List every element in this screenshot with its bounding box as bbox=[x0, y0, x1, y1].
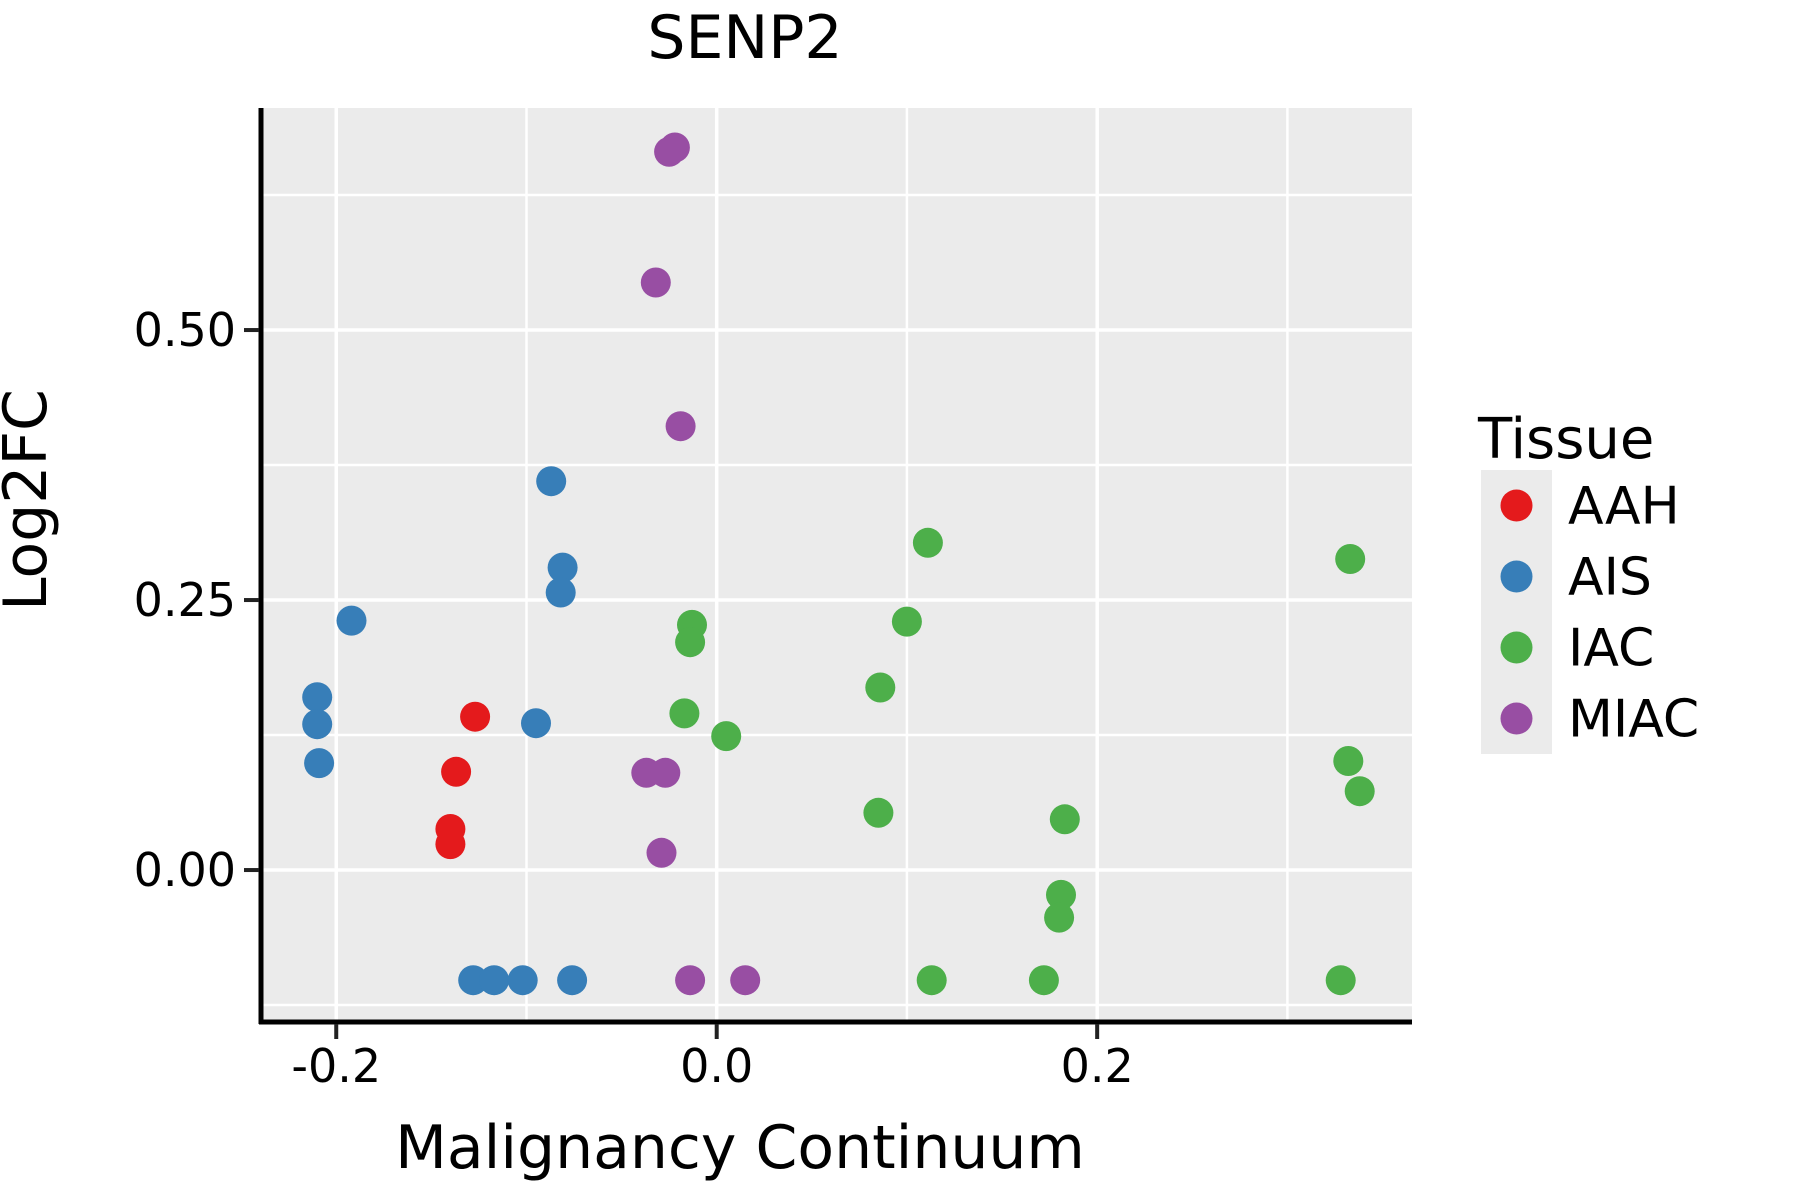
legend-dot-AAH bbox=[1500, 489, 1533, 522]
y-tick-label: 0.25 bbox=[134, 573, 236, 627]
data-point-AIS bbox=[336, 605, 367, 636]
data-point-IAC bbox=[711, 721, 742, 752]
data-point-AIS bbox=[547, 552, 578, 583]
data-point-AIS bbox=[302, 709, 333, 740]
data-point-AIS bbox=[479, 965, 510, 996]
data-point-AIS bbox=[536, 466, 567, 497]
data-point-IAC bbox=[1046, 879, 1076, 910]
y-tick-label: 0.50 bbox=[134, 303, 236, 357]
data-point-IAC bbox=[1325, 965, 1356, 996]
data-point-MIAC bbox=[646, 837, 677, 868]
data-point-MIAC bbox=[650, 757, 681, 788]
data-points bbox=[302, 132, 1375, 996]
legend-dot-IAC bbox=[1500, 631, 1533, 664]
legend-dot-MIAC bbox=[1500, 702, 1533, 735]
legend-label-AAH: AAH bbox=[1568, 477, 1680, 537]
chart-title: SENP2 bbox=[647, 3, 842, 73]
data-point-AAH bbox=[435, 829, 466, 860]
legend-label-AIS: AIS bbox=[1568, 548, 1652, 608]
x-tick-label: 0.2 bbox=[1061, 1039, 1134, 1093]
y-axis-title: Log2FC bbox=[0, 389, 61, 611]
data-point-IAC bbox=[675, 627, 706, 658]
data-point-MIAC bbox=[640, 267, 671, 298]
data-point-IAC bbox=[865, 672, 896, 703]
data-point-AIS bbox=[458, 965, 489, 996]
data-point-IAC bbox=[1044, 902, 1075, 933]
legend-dot-AIS bbox=[1500, 560, 1533, 593]
data-point-IAC bbox=[1049, 804, 1080, 835]
data-point-AIS bbox=[557, 965, 588, 996]
data-point-AIS bbox=[521, 708, 551, 739]
axes: -0.2 0.0 0.2 0.00 0.25 0.50 bbox=[134, 108, 1412, 1093]
gridlines bbox=[263, 108, 1412, 1022]
legend-label-MIAC: MIAC bbox=[1568, 690, 1699, 750]
data-point-IAC bbox=[1335, 544, 1366, 574]
panel-background bbox=[263, 108, 1412, 1022]
data-point-AAH bbox=[441, 756, 472, 787]
data-point-IAC bbox=[912, 527, 943, 558]
data-point-IAC bbox=[916, 965, 947, 996]
data-point-IAC bbox=[891, 606, 922, 637]
data-point-AIS bbox=[302, 682, 333, 713]
y-tick-label: 0.00 bbox=[134, 843, 236, 897]
data-point-IAC bbox=[1028, 965, 1059, 996]
x-tick-label: -0.2 bbox=[291, 1039, 381, 1093]
data-point-MIAC bbox=[675, 965, 706, 996]
legend: AAH AIS IAC MIAC bbox=[1481, 470, 1699, 754]
data-point-MIAC bbox=[659, 132, 690, 163]
data-point-MIAC bbox=[665, 411, 696, 442]
data-point-AIS bbox=[545, 577, 576, 608]
data-point-AIS bbox=[304, 748, 335, 779]
data-point-IAC bbox=[1333, 746, 1364, 776]
data-point-IAC bbox=[669, 698, 700, 729]
data-point-AIS bbox=[507, 965, 538, 996]
data-point-AAH bbox=[460, 701, 491, 732]
x-tick-label: 0.0 bbox=[680, 1039, 753, 1093]
x-axis-title: Malignancy Continuum bbox=[395, 1113, 1085, 1183]
data-point-IAC bbox=[863, 797, 894, 828]
data-point-IAC bbox=[1344, 776, 1375, 807]
legend-label-IAC: IAC bbox=[1568, 619, 1654, 679]
legend-title: Tissue bbox=[1477, 407, 1654, 472]
plot-panel bbox=[263, 108, 1412, 1022]
data-point-MIAC bbox=[730, 965, 761, 996]
